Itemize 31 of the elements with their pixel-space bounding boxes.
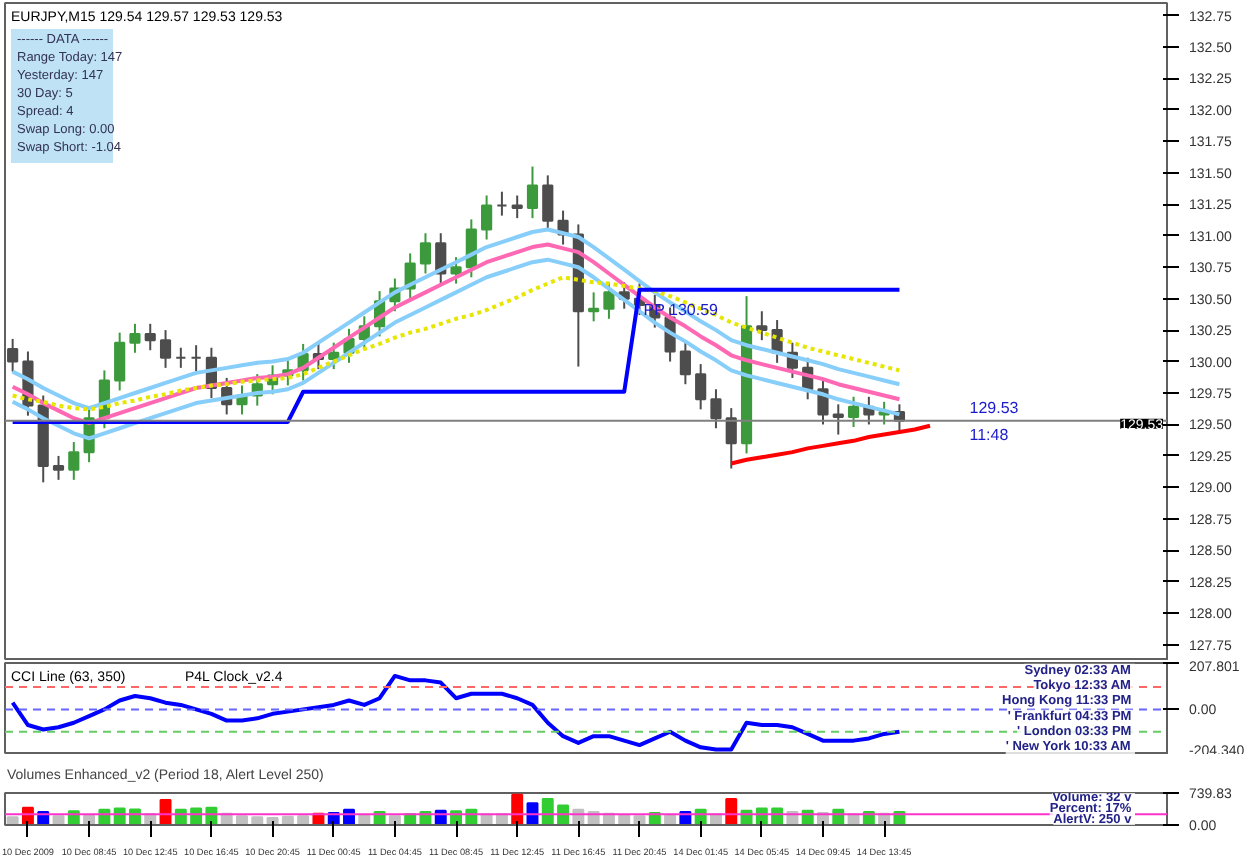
candlestick <box>832 403 844 436</box>
candlestick <box>190 344 202 373</box>
candlestick <box>679 340 691 386</box>
candlestick <box>114 331 126 392</box>
candlestick <box>52 454 65 481</box>
candlestick <box>695 363 707 411</box>
candlestick <box>481 194 493 241</box>
candlestick <box>725 407 737 470</box>
candlestick <box>175 346 187 369</box>
candlestick <box>756 310 768 342</box>
line-series <box>729 423 933 466</box>
candlestick <box>450 256 462 285</box>
annotation: 129.53 <box>969 398 1020 417</box>
bar <box>725 798 738 825</box>
candlestick <box>511 194 523 220</box>
annotation: 11:48 <box>969 425 1010 444</box>
candlestick <box>847 395 860 428</box>
candlestick <box>542 174 554 232</box>
candlestick <box>588 291 600 323</box>
candlestick <box>7 337 19 373</box>
candlestick <box>129 322 141 354</box>
candlestick <box>526 165 539 220</box>
candlestick <box>419 232 432 275</box>
candlestick <box>68 441 80 481</box>
candlestick <box>496 190 508 217</box>
candlestick <box>144 322 156 352</box>
candlestick <box>159 329 172 369</box>
candlestick <box>710 388 722 430</box>
bar <box>6 816 19 825</box>
candlestick <box>603 281 615 320</box>
line-series <box>10 673 902 752</box>
